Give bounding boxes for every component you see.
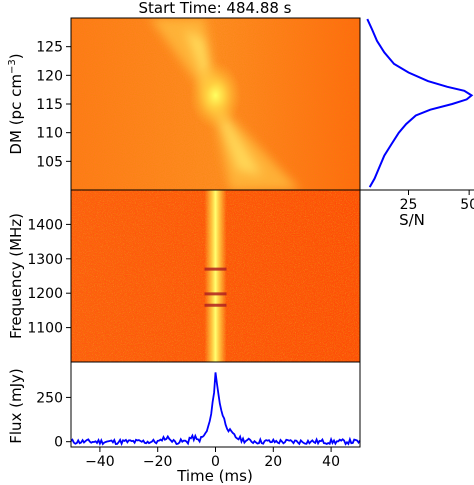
frequency-ylabel: Frequency (MHz) bbox=[7, 213, 25, 339]
dm-ylabel-sup: −3 bbox=[7, 59, 18, 74]
dm-y-tick-label: 115 bbox=[36, 97, 63, 113]
frequency-y-tick-label: 1300 bbox=[27, 252, 63, 268]
flux-y-tick-label: 250 bbox=[36, 390, 63, 406]
time-x-tick-label: 40 bbox=[322, 454, 340, 470]
time-x-tick-label: −20 bbox=[143, 454, 173, 470]
sn-x-ticks: 25 50 bbox=[400, 190, 474, 213]
frequency-y-tick-label: 1100 bbox=[27, 321, 63, 337]
flux-series-line bbox=[70, 372, 361, 447]
time-x-tick-label: 0 bbox=[211, 454, 220, 470]
frequency-y-ticks: 1100 1200 1300 1400 bbox=[27, 217, 71, 337]
dm-ylabel: DM (pc cm−3) bbox=[7, 53, 25, 154]
time-xlabel: Time (ms) bbox=[176, 467, 253, 485]
dm-y-tick-label: 120 bbox=[36, 68, 63, 84]
sn-xlabel: S/N bbox=[399, 211, 425, 229]
dm-y-tick-label: 105 bbox=[36, 154, 63, 170]
sn-panel: 25 50 S/N bbox=[359, 18, 474, 229]
sn-x-tick-label: 50 bbox=[460, 197, 474, 213]
masked-channels bbox=[204, 267, 227, 307]
frequency-time-panel bbox=[71, 190, 360, 362]
dm-ylabel-close: ) bbox=[7, 53, 25, 59]
time-x-ticks: −40 −20 0 20 40 bbox=[85, 447, 340, 470]
masked-channel bbox=[204, 292, 227, 296]
dm-y-tick-label: 125 bbox=[36, 40, 63, 56]
sn-x-tick-label: 25 bbox=[400, 197, 418, 213]
masked-channel bbox=[204, 267, 227, 271]
time-x-tick-label: 20 bbox=[264, 454, 282, 470]
frequency-y-tick-label: 1400 bbox=[27, 217, 63, 233]
dm-peak-glow bbox=[189, 61, 242, 130]
dm-time-panel bbox=[71, 18, 360, 190]
flux-y-tick-label: 0 bbox=[54, 435, 63, 451]
chart-title: Start Time: 484.88 s bbox=[138, 0, 291, 17]
flux-ylabel: Flux (mJy) bbox=[7, 368, 25, 444]
dm-ylabel-text: DM (pc cm bbox=[7, 74, 25, 155]
dm-y-ticks: 105 110 115 120 125 bbox=[36, 40, 71, 170]
flux-time-panel: 0 250 −40 −20 0 20 40 Flux (mJy) Time (ms) bbox=[7, 361, 361, 485]
pulse-band bbox=[204, 190, 227, 362]
bowtie-lower bbox=[212, 103, 300, 190]
sn-series-line bbox=[366, 18, 474, 188]
masked-channel bbox=[204, 303, 227, 307]
flux-y-ticks: 0 250 bbox=[36, 390, 71, 451]
dm-y-tick-label: 110 bbox=[36, 126, 63, 142]
frequency-y-tick-label: 1200 bbox=[27, 286, 63, 302]
time-x-tick-label: −40 bbox=[85, 454, 115, 470]
